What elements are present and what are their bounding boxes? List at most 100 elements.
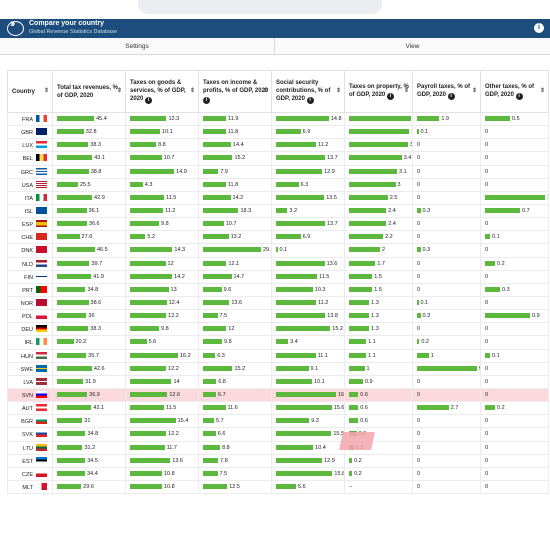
value-cell: 38.3 bbox=[52, 322, 126, 337]
highlight-marker bbox=[339, 432, 375, 450]
column-header-5[interactable]: Taxes on property, % of GDP, 2020 i ⇕ bbox=[344, 70, 413, 113]
table-row[interactable]: DNK 46.5 14.3 29.9 0.1 2 0.3 0 bbox=[7, 243, 549, 258]
value-label: 4.3 bbox=[144, 181, 153, 188]
value-cell: 12.5 bbox=[198, 479, 272, 495]
value-cell: 3.2 bbox=[271, 203, 345, 219]
value-label: 43.1 bbox=[94, 155, 105, 162]
table-row[interactable]: CZE 34.4 10.8 7.5 15.8 0.2 0 0 bbox=[7, 466, 549, 481]
sort-icon[interactable]: ⇕ bbox=[116, 88, 122, 94]
table-row[interactable]: SWE 42.6 12.2 15.2 9.1 1 5.1 0 bbox=[7, 361, 549, 376]
info-icon[interactable]: i bbox=[447, 93, 455, 100]
table-row[interactable]: FIN 41.9 14.2 14.7 11.5 1.5 0 0 bbox=[7, 269, 549, 284]
value-bar bbox=[57, 326, 89, 332]
column-header-1[interactable]: Total tax revenues, % of GDP, 2020 ⇕ bbox=[52, 70, 126, 113]
sort-icon[interactable]: ⇕ bbox=[335, 88, 341, 94]
table-row[interactable]: EST 34.5 13.6 7.8 12.9 0.2 0 0 bbox=[7, 453, 549, 468]
column-header-label: Taxes on goods & services, % of GDP, 202… bbox=[130, 80, 186, 102]
table-row[interactable]: GRC 38.8 14.9 7.9 12.9 3.1 0 0 bbox=[7, 164, 549, 179]
tab-view[interactable]: View bbox=[405, 43, 420, 50]
value-label: 0.9 bbox=[532, 313, 540, 320]
value-cell: 10.8 bbox=[125, 466, 199, 481]
value-label: 0 bbox=[485, 273, 489, 280]
info-icon[interactable]: i bbox=[306, 97, 314, 104]
value-bar bbox=[130, 221, 160, 227]
table-row[interactable]: GBR 32.8 10.1 11.8 6.9 3.9 0.1 0 bbox=[7, 125, 549, 140]
value-label: 10.1 bbox=[161, 129, 173, 136]
value-cell: 0.2 bbox=[480, 401, 549, 416]
table-row[interactable]: AUT 42.1 11.5 11.6 15.6 0.6 2.7 0.2 bbox=[7, 401, 549, 416]
column-header-6[interactable]: Payroll taxes, % of GDP, 2020 i ⇕ bbox=[412, 70, 481, 113]
value-label: 13.6 bbox=[172, 457, 183, 464]
sort-icon[interactable]: ⇕ bbox=[403, 88, 409, 94]
sort-icon[interactable]: ⇕ bbox=[43, 88, 49, 94]
table-row[interactable]: LVA 31.9 14 6.8 10.1 0.9 0 0 bbox=[7, 374, 549, 389]
value-label: 34.4 bbox=[87, 470, 98, 477]
table-row[interactable]: FRA 45.4 12.3 11.9 14.84 1.9 0.5 bbox=[7, 111, 549, 127]
value-cell: 9.1 bbox=[271, 361, 345, 376]
value-label: 31.2 bbox=[84, 444, 96, 451]
column-header-7[interactable]: Other taxes, % of GDP, 2020 i ⇕ bbox=[480, 70, 549, 113]
value-cell: 13.7 bbox=[271, 151, 345, 166]
column-header-4[interactable]: Social security contributions, % of GDP,… bbox=[271, 70, 345, 113]
table-row[interactable]: BGR 31 15.4 5.7 9.3 0.6 0 0 bbox=[7, 414, 549, 429]
country-cell: HUN bbox=[7, 348, 53, 363]
flag-dk-icon bbox=[36, 246, 47, 254]
sort-icon[interactable]: ⇕ bbox=[189, 88, 195, 94]
value-bar bbox=[203, 221, 224, 227]
table-row[interactable]: ISL 36.1 11.2 18.3 3.2 2.4 0.3 0.7 bbox=[7, 203, 549, 219]
info-icon[interactable]: i bbox=[515, 93, 523, 100]
value-label: 38.3 bbox=[90, 142, 102, 149]
column-header-3[interactable]: Taxes on income & profits, % of GDP, 202… bbox=[198, 70, 272, 113]
info-icon[interactable]: i bbox=[203, 97, 210, 104]
table-row[interactable]: NLD 39.7 12 12.1 13.6 1.7 0 0.2 bbox=[7, 256, 549, 271]
value-bar bbox=[349, 155, 402, 161]
value-label: 0 bbox=[485, 470, 489, 477]
table-row[interactable]: NOR 38.6 12.4 13.6 11.2 1.3 0.1 0 bbox=[7, 295, 549, 311]
sort-icon[interactable]: ⇕ bbox=[262, 88, 268, 94]
value-cell: 0 bbox=[412, 177, 481, 192]
value-label: 15.2 bbox=[332, 326, 343, 333]
table-row[interactable]: MLT 29.6 10.8 12.5 5.6 – 0 0 bbox=[7, 479, 549, 495]
table-row[interactable]: POL 36 12.2 7.5 13.8 1.3 0.3 0.9 bbox=[7, 309, 549, 324]
table-row[interactable]: DEU 38.3 9.8 12 15.2 1.3 0 0 bbox=[7, 322, 549, 337]
column-header-2[interactable]: Taxes on goods & services, % of GDP, 202… bbox=[125, 70, 199, 113]
table-row[interactable]: BEL 43.1 10.7 15.2 13.7 3.4 0 0 bbox=[7, 151, 549, 166]
country-cell: CHE bbox=[7, 230, 53, 245]
value-cell: 34.5 bbox=[52, 453, 126, 468]
info-icon[interactable]: i bbox=[534, 23, 544, 33]
value-cell: 0 bbox=[412, 138, 481, 153]
value-cell: 0 bbox=[480, 125, 549, 140]
sort-icon[interactable]: ⇕ bbox=[539, 88, 545, 94]
table-row[interactable]: ITA 42.9 11.5 14.2 13.5 2.5 0 1.2 bbox=[7, 190, 549, 205]
country-code: ISL bbox=[24, 209, 33, 216]
table-row[interactable]: PRT 34.8 13 9.6 10.3 1.5 0 0.3 bbox=[7, 282, 549, 297]
table-row[interactable]: USA 25.5 4.3 11.8 6.3 3 0 0 bbox=[7, 177, 549, 192]
value-bar bbox=[276, 155, 325, 161]
value-cell: 9.3 bbox=[271, 414, 345, 429]
value-label: 0 bbox=[417, 273, 421, 280]
value-cell: 15.8 bbox=[271, 466, 345, 481]
country-cell: ESP bbox=[7, 217, 53, 232]
value-cell: 36.9 bbox=[52, 387, 126, 403]
value-cell: 14.9 bbox=[125, 164, 199, 179]
value-bar bbox=[485, 194, 545, 200]
table-row[interactable]: IRL 20.2 5.6 9.8 3.4 1.1 0.2 0 bbox=[7, 335, 549, 350]
table-row[interactable]: SVN 36.9 12.6 6.7 16.8 0.6 0 0 bbox=[7, 387, 549, 403]
value-cell: 36.1 bbox=[52, 203, 126, 219]
info-icon[interactable]: i bbox=[386, 93, 394, 100]
sort-icon[interactable]: ⇕ bbox=[471, 88, 477, 94]
tab-settings[interactable]: Settings bbox=[0, 38, 275, 55]
table-row[interactable]: HUN 35.7 16.2 6.3 11.1 1.1 1 0.1 bbox=[7, 348, 549, 363]
value-cell: 0 bbox=[480, 151, 549, 166]
table-row[interactable]: ESP 36.6 9.8 10.7 13.7 2.4 0 0 bbox=[7, 217, 549, 232]
value-bar bbox=[349, 142, 408, 148]
value-bar bbox=[57, 181, 78, 187]
table-row[interactable]: CHE 27.6 5.2 13.2 6.9 2.2 0 0.1 bbox=[7, 230, 549, 245]
column-header-0[interactable]: Country ⇕ bbox=[7, 70, 53, 113]
value-label: 12.9 bbox=[324, 457, 335, 464]
info-icon[interactable]: i bbox=[145, 97, 153, 104]
value-label: 0 bbox=[417, 286, 421, 293]
table-row[interactable]: LUX 38.3 8.8 14.4 11.2 3.8 0 0 bbox=[7, 138, 549, 153]
